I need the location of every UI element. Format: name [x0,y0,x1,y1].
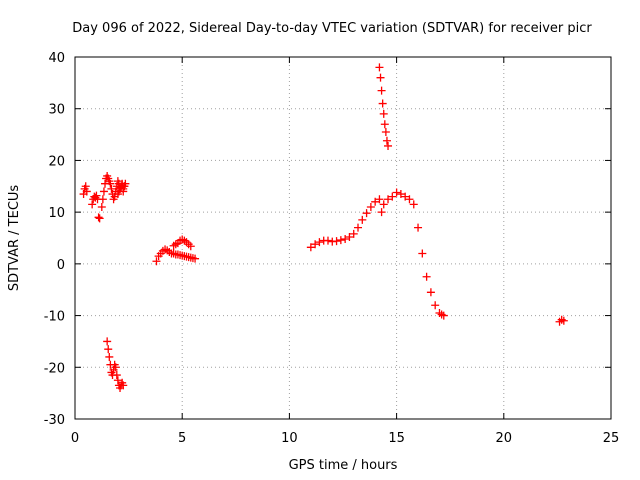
data-point [409,200,418,209]
x-tick-label: 15 [388,431,405,446]
data-point [306,243,315,252]
data-point [375,63,384,72]
data-point [557,315,566,324]
data-point [113,376,122,385]
data-point [88,200,97,209]
data-point [401,192,410,201]
y-tick-label: -30 [44,413,65,428]
data-point [323,236,332,245]
x-tick-label: 5 [178,431,186,446]
data-point [377,86,386,95]
data-point [405,195,414,204]
data-point [152,257,161,266]
data-point [111,363,120,372]
data-point [377,208,386,217]
data-point [362,209,371,218]
data-point [336,236,345,245]
data-point [379,109,388,118]
data-point [396,190,405,199]
data-point [384,195,393,204]
data-point [119,187,128,196]
y-axis-ticks: -30 -20 -10 0 10 20 30 40 [44,51,611,428]
data-point [431,301,440,310]
data-point [349,229,358,238]
data-point [186,242,195,251]
data-point [437,310,446,319]
data-point [354,223,363,232]
data-point [191,254,200,263]
y-tick-label: 0 [57,258,65,273]
data-point [184,240,193,249]
data-point [371,197,380,206]
data-point [120,182,129,191]
data-point [104,345,113,354]
data-points [79,63,568,392]
data-point [112,371,121,380]
data-point [384,141,393,150]
y-tick-label: 40 [48,51,65,66]
data-point [382,136,391,145]
data-point [311,240,320,249]
chart-title: Day 096 of 2022, Sidereal Day-to-day VTE… [72,21,592,36]
x-axis-label: GPS time / hours [289,458,398,473]
data-point [92,191,101,200]
y-tick-label: 20 [48,154,65,169]
y-tick-label: -20 [44,361,65,376]
data-point [559,316,568,325]
data-point [107,184,116,193]
x-tick-label: 25 [603,431,620,446]
x-tick-label: 20 [496,431,513,446]
data-point [376,73,385,82]
data-point [82,187,91,196]
data-point [378,99,387,108]
data-point [94,213,103,222]
data-point [381,127,390,136]
x-tick-label: 0 [71,431,79,446]
data-point [119,381,128,390]
plot-frame [74,56,612,420]
data-point [98,195,107,204]
data-point [341,235,350,244]
data-point [315,238,324,247]
data-point [97,202,106,211]
data-point [422,272,431,281]
y-axis-label: SDTVAR / TECUs [7,185,22,292]
data-point [345,232,354,241]
data-point [106,179,115,188]
data-point [332,237,341,246]
data-point [555,317,564,326]
data-point [414,223,423,232]
y-tick-label: 30 [48,103,65,118]
data-point [366,202,375,211]
data-point [388,192,397,201]
data-point [426,288,435,297]
data-point [358,215,367,224]
x-tick-label: 10 [281,431,298,446]
y-tick-label: -10 [44,310,65,325]
grid-lines [75,57,611,419]
data-point [105,352,114,361]
data-point [103,337,112,346]
data-point [99,187,108,196]
x-axis-ticks: 0 5 10 15 20 25 [71,57,619,446]
data-point [379,200,388,209]
data-point [392,188,401,197]
data-point [439,311,448,320]
data-point [95,214,104,223]
y-tick-label: 10 [48,206,65,221]
data-point [81,182,90,191]
data-point [171,240,180,249]
data-point [418,249,427,258]
data-point [375,195,384,204]
data-point [380,120,389,129]
